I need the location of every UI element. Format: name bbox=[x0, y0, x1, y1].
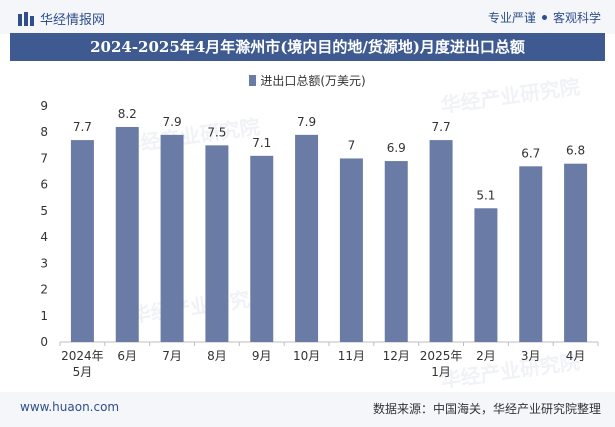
bar bbox=[474, 208, 498, 342]
data-label: 7.9 bbox=[297, 115, 316, 129]
x-tick-label: 6月 bbox=[117, 349, 137, 363]
y-tick-label: 7 bbox=[40, 151, 48, 165]
bar bbox=[295, 134, 319, 342]
brand-logo-icon bbox=[18, 11, 34, 26]
y-tick-label: 2 bbox=[40, 283, 48, 297]
data-label: 6.8 bbox=[566, 144, 585, 158]
y-tick-label: 1 bbox=[40, 309, 48, 323]
bar bbox=[205, 145, 229, 342]
data-label: 7.7 bbox=[432, 120, 451, 134]
y-tick-label: 5 bbox=[40, 204, 48, 218]
legend: 进出口总额(万美元) bbox=[0, 72, 615, 89]
bar bbox=[70, 140, 94, 342]
y-tick-label: 8 bbox=[40, 125, 48, 139]
data-label: 7.1 bbox=[252, 136, 271, 150]
x-tick-label: 2024年 5月 bbox=[61, 349, 104, 379]
footer-source: 数据来源：中国海关，华经产业研究院整理 bbox=[372, 402, 601, 416]
y-tick-label: 6 bbox=[40, 178, 48, 192]
y-tick-label: 4 bbox=[40, 230, 48, 244]
bar bbox=[384, 161, 408, 342]
data-label: 6.7 bbox=[521, 146, 540, 160]
x-tick-label: 8月 bbox=[207, 349, 227, 363]
data-label: 7 bbox=[348, 138, 356, 152]
data-label: 8.2 bbox=[118, 107, 137, 121]
top-bar: 华经情报网 专业严谨 客观科学 bbox=[0, 0, 615, 34]
bar bbox=[519, 166, 543, 342]
x-tick-label: 7月 bbox=[162, 349, 182, 363]
chart-title: 2024-2025年4月年滁州市(境内目的地/货源地)月度进出口总额 bbox=[10, 33, 605, 61]
bar bbox=[115, 126, 139, 342]
bullet-dot-icon bbox=[541, 15, 547, 20]
bar bbox=[160, 134, 184, 342]
x-tick-label: 3月 bbox=[521, 349, 541, 363]
y-tick-label: 3 bbox=[40, 256, 48, 270]
data-label: 7.9 bbox=[163, 115, 182, 129]
tagline: 专业严谨 客观科学 bbox=[488, 9, 601, 26]
bar bbox=[564, 163, 588, 342]
tagline-left: 专业严谨 bbox=[487, 11, 536, 25]
x-tick-label: 9月 bbox=[252, 349, 272, 363]
x-tick-label: 11月 bbox=[338, 349, 365, 363]
tagline-right: 客观科学 bbox=[552, 11, 601, 25]
y-tick-label: 0 bbox=[40, 335, 48, 349]
bar bbox=[250, 155, 274, 342]
bar bbox=[429, 140, 453, 342]
footer-website[interactable]: www.huaon.com bbox=[20, 400, 120, 414]
y-tick-label: 9 bbox=[40, 99, 48, 113]
footer: www.huaon.com 数据来源：中国海关，华经产业研究院整理 bbox=[0, 392, 615, 427]
x-tick-label: 12月 bbox=[383, 349, 410, 363]
x-tick-label: 10月 bbox=[293, 349, 320, 363]
data-label: 7.5 bbox=[207, 125, 226, 139]
bar-chart: 0 1 2 3 4 5 6 7 8 9 7.7 2024年 5月 8.2 6月 7.9 7月 7.5 8月 7.1 9月… bbox=[40, 99, 599, 379]
data-label: 6.9 bbox=[387, 141, 406, 155]
brand-name: 华经情报网 bbox=[40, 13, 106, 28]
bar bbox=[339, 158, 363, 342]
x-tick-label: 2025年 1月 bbox=[420, 349, 463, 379]
legend-swatch bbox=[249, 75, 257, 86]
data-label: 5.1 bbox=[476, 188, 495, 202]
brand[interactable]: 华经情报网 bbox=[18, 9, 105, 28]
x-tick-label: 2月 bbox=[476, 349, 496, 363]
legend-label: 进出口总额(万美元) bbox=[260, 74, 366, 88]
x-tick-label: 4月 bbox=[566, 349, 586, 363]
data-label: 7.7 bbox=[73, 120, 92, 134]
